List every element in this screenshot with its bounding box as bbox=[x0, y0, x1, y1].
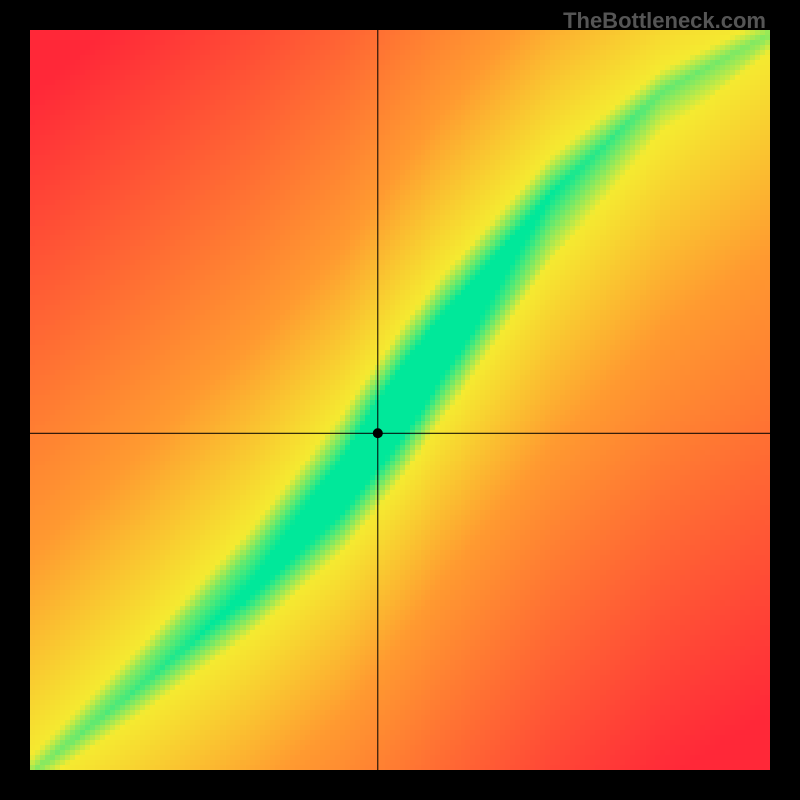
bottleneck-heatmap-canvas bbox=[0, 0, 800, 800]
bottleneck-heatmap-container: TheBottleneck.com bbox=[0, 0, 800, 800]
watermark-text: TheBottleneck.com bbox=[563, 8, 766, 34]
